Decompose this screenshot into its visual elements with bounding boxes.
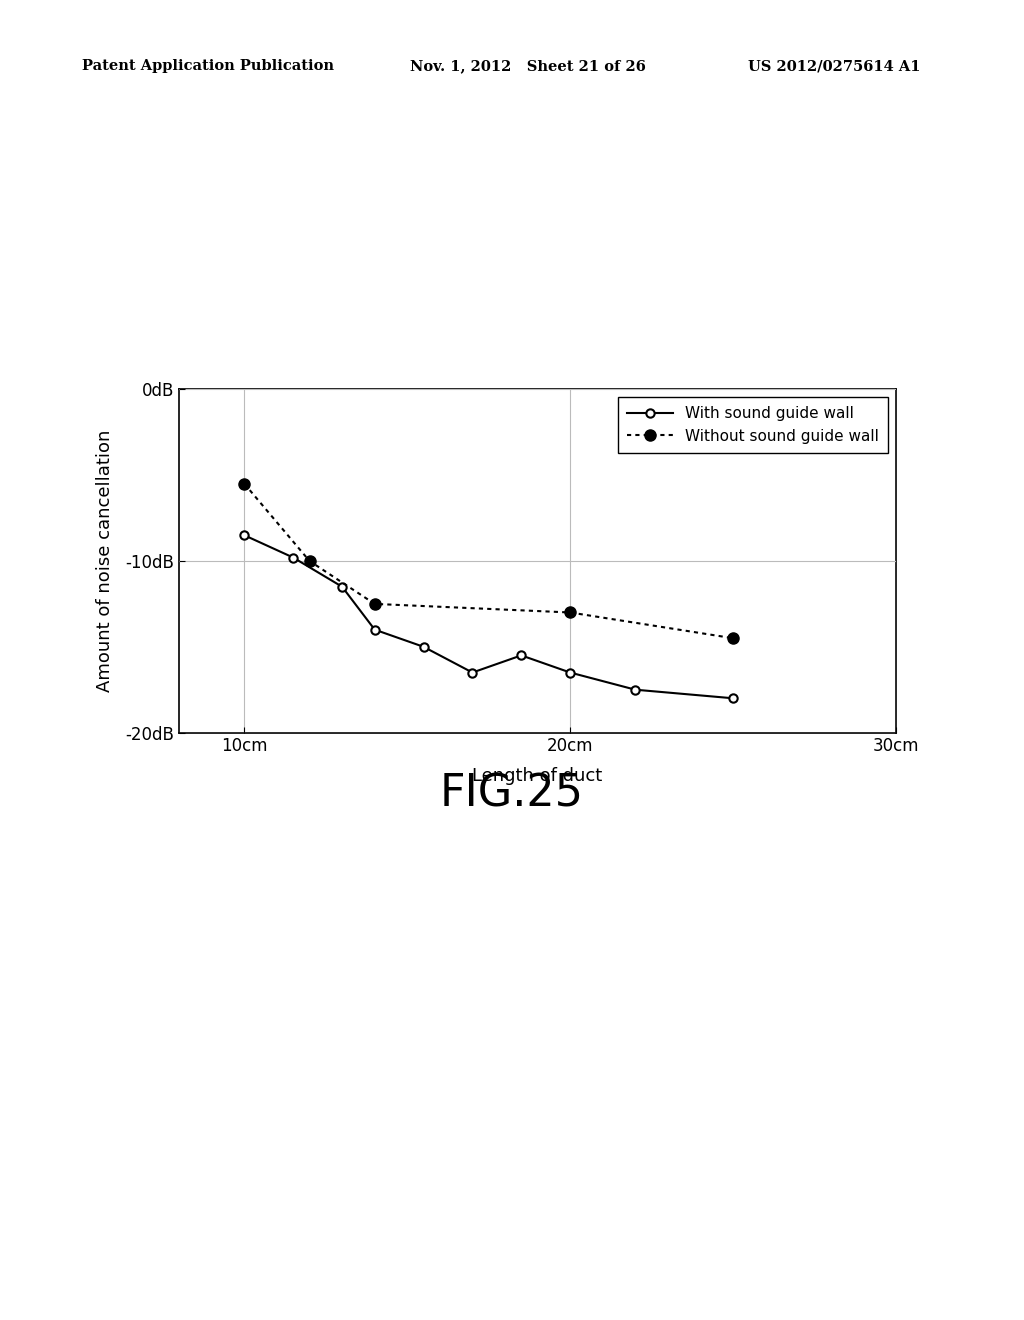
Without sound guide wall: [239, 475, 251, 491]
Without sound guide wall: [369, 597, 381, 612]
Line: With sound guide wall: With sound guide wall: [241, 531, 737, 702]
Without sound guide wall: [564, 605, 577, 620]
Text: FIG.25: FIG.25: [440, 772, 584, 816]
With sound guide wall: [629, 681, 641, 697]
Text: Patent Application Publication: Patent Application Publication: [82, 59, 334, 74]
Legend: With sound guide wall, Without sound guide wall: With sound guide wall, Without sound gui…: [618, 397, 889, 453]
With sound guide wall: [418, 639, 430, 655]
Without sound guide wall: [727, 631, 739, 647]
X-axis label: Length of duct: Length of duct: [472, 767, 603, 784]
Text: US 2012/0275614 A1: US 2012/0275614 A1: [748, 59, 920, 74]
With sound guide wall: [336, 578, 348, 594]
Y-axis label: Amount of noise cancellation: Amount of noise cancellation: [96, 430, 115, 692]
With sound guide wall: [369, 622, 381, 638]
With sound guide wall: [287, 549, 299, 565]
With sound guide wall: [515, 648, 527, 664]
Without sound guide wall: [303, 553, 315, 569]
With sound guide wall: [239, 527, 251, 544]
With sound guide wall: [564, 664, 577, 681]
With sound guide wall: [727, 690, 739, 706]
Text: Nov. 1, 2012   Sheet 21 of 26: Nov. 1, 2012 Sheet 21 of 26: [410, 59, 645, 74]
Line: Without sound guide wall: Without sound guide wall: [239, 478, 738, 644]
With sound guide wall: [466, 664, 478, 681]
